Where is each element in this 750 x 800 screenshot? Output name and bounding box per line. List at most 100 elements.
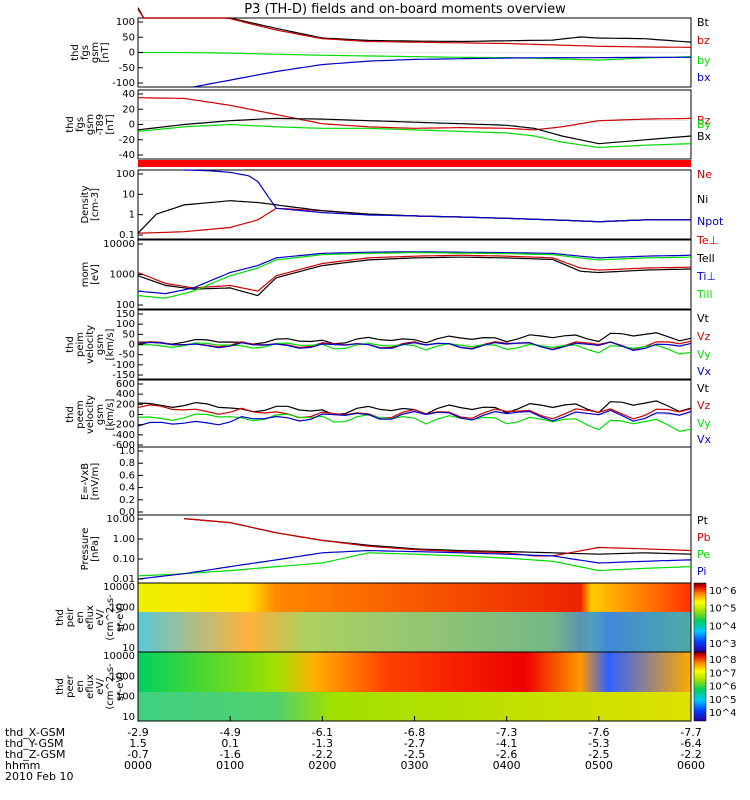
ephemeris-value: -2.2 xyxy=(312,748,333,761)
y-axis-label: thd xyxy=(55,609,66,626)
legend-entry: Pi xyxy=(697,565,706,578)
ephemeris-value: -2.9 xyxy=(127,726,148,739)
date-label: 2010 Feb 10 xyxy=(5,770,73,783)
ytick-label: 10 xyxy=(122,712,135,723)
ephemeris-value: 0500 xyxy=(585,759,613,772)
y-axis-label: eV/ xyxy=(95,609,106,626)
legend-entry: By xyxy=(697,118,712,131)
ytick-label: 40 xyxy=(122,89,135,100)
electron-spectrogram-high xyxy=(138,652,691,692)
series-line-Vt xyxy=(137,332,692,345)
ephemeris-value: 0.1 xyxy=(221,737,239,750)
y-axis-label: velocity xyxy=(85,325,96,364)
ytick-label: 600 xyxy=(116,379,135,390)
ephemeris-label: thd_X-GSM xyxy=(5,726,65,739)
y-axis-label: [mV/m] xyxy=(90,463,101,501)
colorbar-label: 10^5 xyxy=(709,604,736,615)
ephemeris-label: thd_Y-GSM xyxy=(5,737,64,750)
legend-entry: Vt xyxy=(697,312,710,325)
ytick-label: 10 xyxy=(122,643,135,654)
electron-colorbar xyxy=(693,651,707,722)
ytick-label: -20 xyxy=(119,135,135,146)
ephemeris-value: -4.9 xyxy=(219,726,240,739)
ephemeris-value: -1.6 xyxy=(219,748,240,761)
ephemeris-value: -7.6 xyxy=(588,726,609,739)
ytick-label: 10000 xyxy=(103,582,135,593)
series-line-Pb xyxy=(184,518,692,557)
figure-title: P3 (TH-D) fields and on-board moments ov… xyxy=(244,2,566,17)
ephemeris-value: 0100 xyxy=(216,759,244,772)
y-axis-label: eflux xyxy=(85,674,96,699)
y-axis-label: gsm xyxy=(95,334,106,355)
y-axis-label: [nPa] xyxy=(90,536,101,562)
colorbar-label: 10^3 xyxy=(709,639,736,650)
ephemeris-value: -2.6 xyxy=(496,748,517,761)
series-line-Vx xyxy=(137,409,692,427)
mode-bar xyxy=(138,160,691,167)
panel-frame xyxy=(137,446,692,517)
y-axis-label: thd xyxy=(65,406,76,423)
y-axis-label: sr-eV) xyxy=(115,672,126,701)
y-axis-label: eV/ xyxy=(95,678,106,695)
ytick-label: 0.1 xyxy=(119,230,135,241)
panel-7: 10.00 1.00 0.10 0.01 Pressure [nPa] Pt Pb Pe Pi xyxy=(80,514,711,585)
ytick-label: 100 xyxy=(116,300,135,311)
legend-entry: Vz xyxy=(697,330,711,343)
ytick-label: -40 xyxy=(119,150,135,161)
y-axis-label: (cm^2-s- xyxy=(105,594,116,641)
legend-entry: by xyxy=(697,54,711,67)
legend-entry: Till xyxy=(696,288,713,301)
ephemeris-value: -2.2 xyxy=(680,748,701,761)
legend-entry: Vz xyxy=(697,399,711,412)
colorbar-label: 10^8 xyxy=(709,655,736,666)
ytick-label: 0.10 xyxy=(113,554,135,565)
ytick-label: 0 xyxy=(129,410,135,421)
ytick-label: 1000 xyxy=(110,270,135,281)
y-axis-label: thd xyxy=(65,336,76,353)
series-line-Te⊥ xyxy=(137,254,692,292)
legend-entry: Bt xyxy=(697,16,710,29)
panel-3: 10000 1000 100 mom [eV] Te⊥ Tell Ti⊥ Till xyxy=(80,234,718,311)
ion-spectrogram-panel xyxy=(137,582,707,653)
y-axis-label: [km/s] xyxy=(105,398,116,430)
ephemeris-value: 0300 xyxy=(401,759,429,772)
legend-entry: Npot xyxy=(697,215,724,228)
y-axis-label: gsm xyxy=(85,114,96,135)
ytick-label: 0.8 xyxy=(119,458,135,469)
panel-8: 10000 1000 100 10 thd peir en eflux eV/(cm^2-s-s… xyxy=(55,582,736,654)
ephemeris-value: -6.1 xyxy=(312,726,333,739)
ytick-label: 200 xyxy=(116,399,135,410)
ytick-label: 1 xyxy=(129,210,135,221)
legend-entry: Pe xyxy=(697,548,710,561)
legend-entry: bz xyxy=(697,34,710,47)
y-axis-label: [km/s] xyxy=(105,328,116,360)
legend-entry: Vx xyxy=(697,365,712,378)
ytick-label: 10 xyxy=(122,189,135,200)
ytick-label: 1.0 xyxy=(119,446,135,457)
series-line-Tell xyxy=(137,256,692,297)
ephemeris-value: -4.1 xyxy=(496,737,517,750)
y-axis-label: E=-VxB xyxy=(80,463,91,500)
ephemeris-value: -2.5 xyxy=(588,748,609,761)
y-axis-label: peem xyxy=(75,400,86,428)
series-line-bz xyxy=(137,9,691,48)
ytick-label: 0.01 xyxy=(113,574,135,585)
y-axis-label: peir xyxy=(65,607,76,627)
y-axis-label: [nT] xyxy=(100,42,111,62)
ytick-label: 100 xyxy=(116,17,135,28)
y-axis-label: Pressure xyxy=(80,528,91,571)
legend-entry: Ti⊥ xyxy=(696,270,716,283)
series-line-Vy xyxy=(137,413,692,433)
ephemeris-label: hhmm xyxy=(5,759,40,772)
y-axis-label: mom xyxy=(80,262,91,288)
ephemeris-value: 0400 xyxy=(493,759,521,772)
series-line-Pe xyxy=(137,552,692,577)
y-axis-label: [nT] xyxy=(105,114,116,134)
ytick-label: 0.4 xyxy=(119,483,135,494)
ytick-label: 10.00 xyxy=(106,514,135,525)
y-axis-label: thd xyxy=(55,678,66,695)
ytick-label: -600 xyxy=(112,440,135,451)
